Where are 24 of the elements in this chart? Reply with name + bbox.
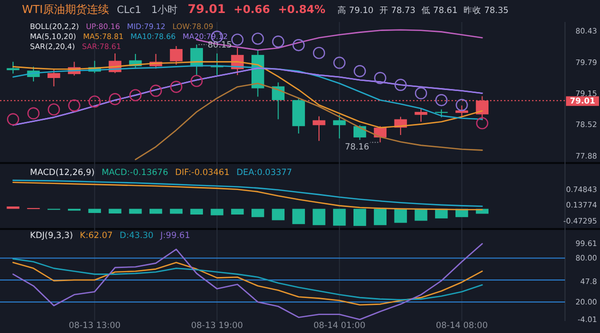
x-tick-label: 08-14 08:00 (436, 321, 488, 331)
text: 低 78.61 (421, 5, 458, 16)
chart-title: KDJ(9,3,3) (30, 231, 73, 241)
text: 开 78.73 (379, 6, 416, 16)
text: D:43.30 (120, 231, 154, 241)
text: K:62.07 (80, 231, 113, 241)
text: CLc1 (116, 5, 142, 16)
x-tick-label: 08-14 01:00 (313, 321, 366, 331)
text: 1小时 (151, 4, 178, 16)
x-tick-label: 08-13 19:00 (191, 321, 243, 331)
text: 昨收 78.35 (464, 5, 509, 16)
x-tick-label: 08-13 13:00 (68, 321, 121, 331)
text: 高 79.10 (337, 5, 374, 16)
series-label: J:99.61 (159, 231, 190, 241)
chart-title: MACD(12,26,9) (30, 168, 95, 178)
text: +0.84% (278, 3, 326, 16)
series-label: DIF:-0.03461 (175, 168, 230, 178)
ref-line-label: 79.01 (570, 96, 596, 106)
series-label: DEA:0.03377 (236, 168, 292, 178)
annotation: 78.16 (344, 142, 370, 152)
chart-title: WTI原油期货连续 (22, 3, 109, 16)
text: MACD:-0.13676 (102, 168, 168, 178)
text: 79.01 (188, 2, 226, 16)
text: +0.66 (234, 3, 270, 16)
